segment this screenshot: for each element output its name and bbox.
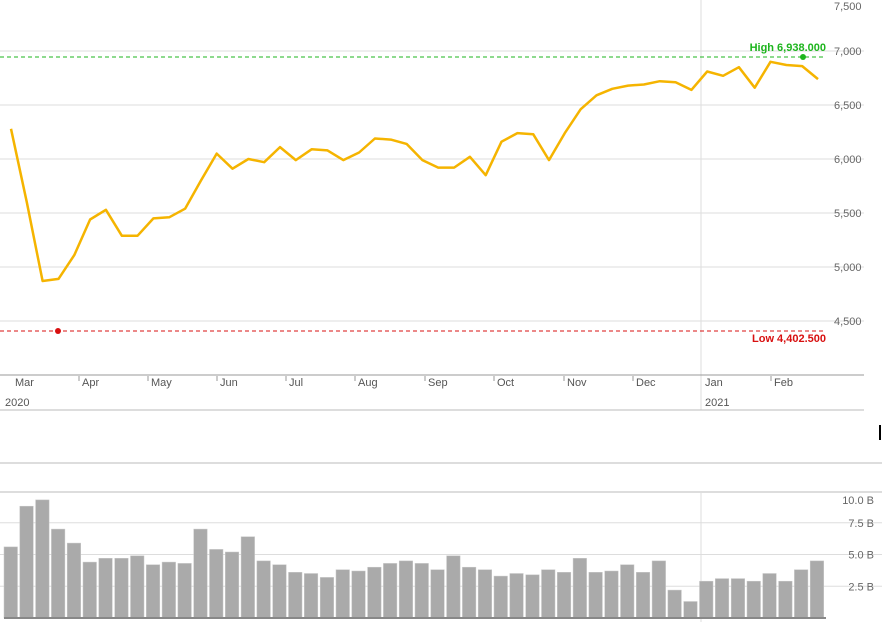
x-tick-label: Dec xyxy=(636,377,656,389)
high-low-markers: High 6,938.000 Low 4,402.500 xyxy=(0,42,826,345)
y-tick-label: 5,000 xyxy=(834,262,862,274)
volume-bar xyxy=(256,560,271,619)
volume-bar xyxy=(19,505,34,619)
volume-bar xyxy=(209,549,224,619)
volume-bar xyxy=(446,555,461,619)
volume-bar xyxy=(414,563,429,619)
y-tick-label: 7.5 B xyxy=(848,518,874,530)
x-tick-label: Apr xyxy=(82,377,99,389)
volume-bar xyxy=(240,536,255,619)
volume-bar xyxy=(572,558,587,619)
volume-bars xyxy=(3,499,824,619)
price-y-axis: 7,500 7,000 6,500 6,000 5,500 5,000 4,500 xyxy=(834,1,862,328)
volume-bar xyxy=(398,560,413,619)
x-tick-label: Sep xyxy=(428,377,448,389)
x-tick-label: Nov xyxy=(567,377,587,389)
x-tick-label: May xyxy=(151,377,172,389)
x-tick-label: Oct xyxy=(497,377,514,389)
volume-bar xyxy=(667,589,682,619)
volume-bar xyxy=(557,572,572,619)
volume-bar xyxy=(177,563,192,619)
volume-bar xyxy=(146,564,161,619)
x-tick-label: Aug xyxy=(358,377,378,389)
volume-bar xyxy=(319,577,334,619)
volume-bar xyxy=(367,566,382,619)
volume-bar xyxy=(636,572,651,619)
volume-bar xyxy=(762,573,777,619)
volume-bar xyxy=(193,528,208,619)
volume-bar xyxy=(130,555,145,619)
x-tick-label: Jan xyxy=(705,377,723,389)
year-label: 2021 xyxy=(705,397,729,409)
low-marker xyxy=(55,328,61,334)
y-tick-label: 7,000 xyxy=(834,46,862,58)
volume-bar xyxy=(604,570,619,619)
volume-bar xyxy=(66,542,81,619)
y-tick-label: 5.0 B xyxy=(848,550,874,562)
price-line xyxy=(9,60,819,283)
year-label: 2020 xyxy=(5,397,29,409)
volume-bar xyxy=(430,569,445,619)
volume-bar xyxy=(383,563,398,619)
volume-bar xyxy=(730,578,745,619)
x-tick-label: Jul xyxy=(289,377,303,389)
volume-bar xyxy=(351,570,366,619)
y-tick-label: 4,500 xyxy=(834,316,862,328)
volume-bar xyxy=(746,580,761,619)
volume-bar xyxy=(588,572,603,619)
volume-bar xyxy=(809,560,824,619)
volume-bar xyxy=(651,560,666,619)
high-marker xyxy=(800,54,806,60)
y-tick-label: 6,000 xyxy=(834,154,862,166)
volume-bar xyxy=(794,569,809,619)
volume-bar xyxy=(114,558,129,619)
x-tick-label: Feb xyxy=(774,377,793,389)
y-tick-label: 6,500 xyxy=(834,100,862,112)
volume-bar xyxy=(304,573,319,619)
volume-bar xyxy=(82,561,97,619)
y-tick-label: 10.0 B xyxy=(842,495,874,507)
price-gridlines xyxy=(0,50,864,322)
low-label: Low 4,402.500 xyxy=(752,333,826,345)
high-label: High 6,938.000 xyxy=(750,42,826,54)
y-tick-label: 5,500 xyxy=(834,208,862,220)
volume-bar xyxy=(3,546,18,619)
volume-y-axis: 10.0 B 7.5 B 5.0 B 2.5 B xyxy=(842,495,874,593)
x-tick-label: Jun xyxy=(220,377,238,389)
x-axis: Mar Apr May Jun Jul Aug Sep Oct Nov Dec Jan Feb 2020… xyxy=(0,374,864,409)
volume-bar xyxy=(51,528,66,619)
y-tick-label: 2.5 B xyxy=(848,581,874,593)
volume-bar xyxy=(335,569,350,619)
volume-bar xyxy=(509,573,524,619)
volume-bar xyxy=(272,564,287,619)
y-tick-label: 7,500 xyxy=(834,1,862,13)
volume-bar xyxy=(477,569,492,619)
volume-bar xyxy=(715,578,730,619)
volume-bar xyxy=(778,580,793,619)
volume-bar xyxy=(525,574,540,619)
volume-bar xyxy=(161,561,176,619)
volume-bar xyxy=(620,564,635,619)
volume-bar xyxy=(225,551,240,619)
volume-bar xyxy=(683,601,698,619)
volume-bar xyxy=(541,569,556,619)
volume-bar xyxy=(699,580,714,619)
x-tick-label: Mar xyxy=(15,377,34,389)
volume-bar xyxy=(462,566,477,619)
volume-bar xyxy=(35,499,50,619)
volume-bar xyxy=(493,575,508,619)
volume-bar xyxy=(288,572,303,619)
volume-bar xyxy=(98,558,113,619)
